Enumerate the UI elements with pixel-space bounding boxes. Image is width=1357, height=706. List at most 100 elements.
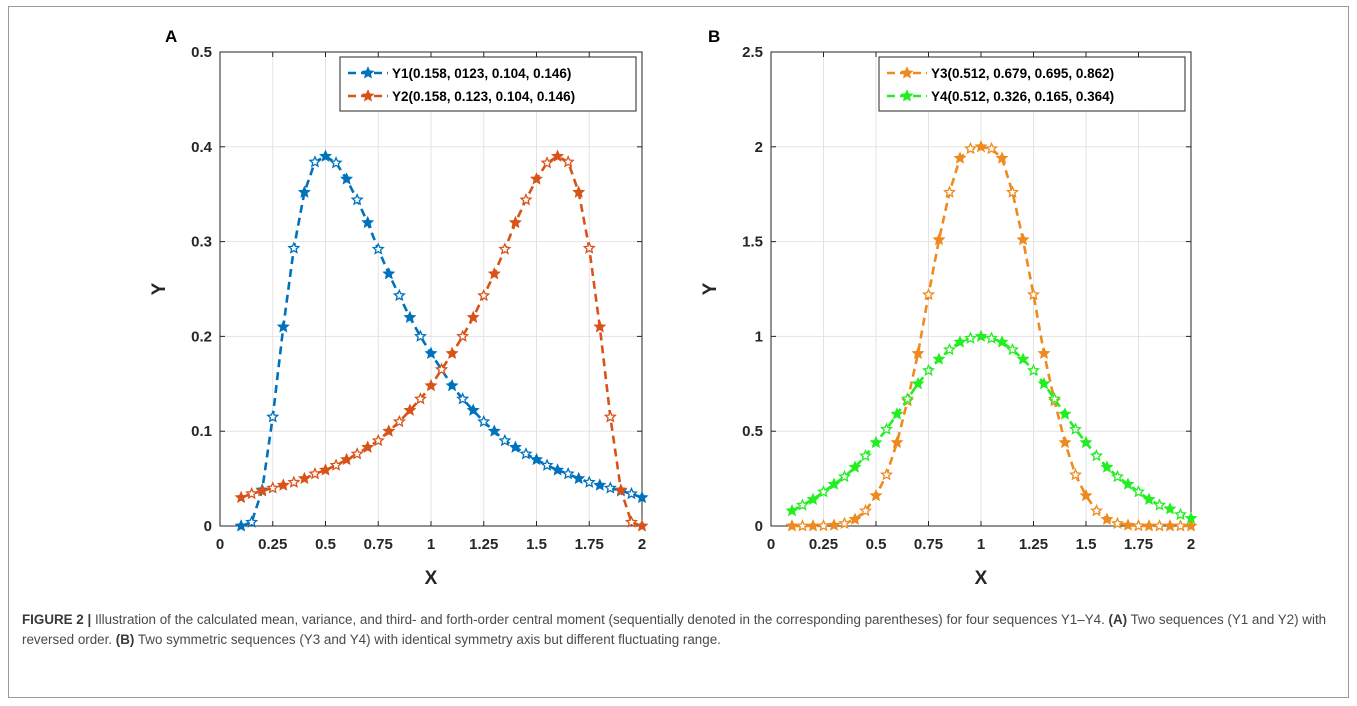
data-point (498, 433, 512, 447)
data-point (827, 518, 841, 531)
data-point (1089, 449, 1104, 462)
x-axis-title-b: X (975, 568, 988, 589)
data-point (1068, 422, 1083, 435)
y-tick-label: 1 (755, 328, 763, 345)
data-point (245, 486, 259, 500)
data-point (995, 335, 1009, 348)
data-point (635, 490, 649, 504)
series-b-2 (785, 329, 1198, 524)
data-point (785, 503, 799, 517)
data-point (403, 403, 417, 416)
data-point (942, 342, 957, 356)
data-point (287, 241, 301, 254)
legend-marker (900, 66, 914, 79)
ticks-a: 0 0.25 0.5 0.75 1 1.25 1.5 1.75 2 0 0.1 0.2 0.3 0.4 0.… (191, 44, 646, 553)
data-point (561, 155, 575, 168)
data-point (603, 410, 617, 423)
data-point (276, 320, 290, 333)
data-point (445, 378, 459, 392)
data-point (848, 512, 862, 525)
data-point (614, 483, 628, 496)
data-point (266, 410, 280, 423)
data-point (1026, 363, 1041, 377)
data-point (508, 440, 522, 453)
data-point (1142, 492, 1156, 505)
data-point (1100, 512, 1114, 525)
data-point (848, 460, 862, 473)
data-point (921, 287, 936, 301)
ticks-b: 0 0.25 0.5 0.75 1 1.25 1.5 1.75 2 0 0.5 1 1.5 2 2.5 (742, 44, 1195, 553)
data-point (816, 518, 831, 532)
x-tick-label: 0.25 (809, 536, 838, 553)
legend-marker (361, 89, 375, 102)
caption-panel-a-label: (A) (1108, 612, 1128, 627)
data-point (529, 172, 544, 185)
data-point (1121, 477, 1135, 490)
data-point (593, 478, 607, 491)
data-point (1005, 342, 1020, 356)
y-tick-label: 0.2 (191, 328, 212, 345)
data-point (435, 362, 449, 376)
data-point (456, 329, 470, 342)
data-point (424, 346, 438, 359)
data-point (477, 288, 491, 302)
data-point (392, 414, 406, 428)
data-point (487, 266, 501, 280)
y-axis-title-a: Y (149, 282, 170, 295)
data-point (806, 519, 820, 532)
x-tick-label: 0.25 (258, 536, 287, 553)
data-point (858, 503, 873, 517)
data-point (371, 433, 385, 447)
x-tick-label: 0 (767, 536, 775, 553)
data-point (879, 467, 894, 481)
data-point (1100, 460, 1114, 473)
data-point (456, 392, 470, 405)
data-point (1163, 502, 1177, 515)
data-point (413, 392, 427, 405)
data-point (466, 310, 480, 323)
data-point (858, 449, 873, 462)
data-point (582, 475, 596, 488)
series-a-2 (234, 149, 649, 532)
data-point (255, 484, 269, 497)
data-point (806, 492, 820, 505)
caption-text-panel-b: Two symmetric sequences (Y3 and Y4) with… (134, 632, 721, 647)
x-tick-label: 1 (427, 536, 435, 553)
data-point (1079, 435, 1093, 449)
data-point (329, 156, 343, 169)
data-point (297, 471, 311, 485)
legend-marker (361, 66, 375, 79)
data-point (424, 378, 438, 392)
data-point (466, 403, 480, 416)
data-point (1047, 392, 1062, 405)
data-point (572, 185, 586, 198)
data-point (1121, 518, 1135, 531)
data-point (1016, 232, 1030, 246)
x-tick-label: 0.75 (364, 536, 393, 553)
data-point (624, 486, 638, 500)
series-line (792, 145, 1191, 528)
legend-marker (900, 89, 914, 102)
data-point (995, 151, 1009, 164)
data-point (1026, 287, 1041, 301)
y-tick-label: 0.4 (191, 139, 213, 156)
figure-frame (8, 6, 1349, 698)
data-point (519, 447, 533, 460)
data-point (974, 139, 988, 153)
data-point (540, 156, 554, 169)
data-point (529, 452, 544, 466)
data-point (551, 149, 565, 162)
x-tick-label: 1.5 (1076, 536, 1097, 553)
data-point (953, 151, 967, 164)
data-point (932, 232, 946, 246)
data-point (1058, 407, 1072, 420)
data-point (1016, 352, 1030, 365)
data-point (561, 467, 575, 480)
data-point (350, 447, 364, 460)
data-point (890, 435, 904, 449)
x-tick-label: 0.5 (315, 536, 336, 553)
data-point (308, 467, 322, 480)
legend-box (339, 56, 637, 112)
data-point (1142, 519, 1156, 532)
figure-charts: 0 0.25 0.5 0.75 1 1.25 1.5 1.75 2 0 0.1 0.2 0.3 0.4 0.… (149, 27, 1198, 589)
